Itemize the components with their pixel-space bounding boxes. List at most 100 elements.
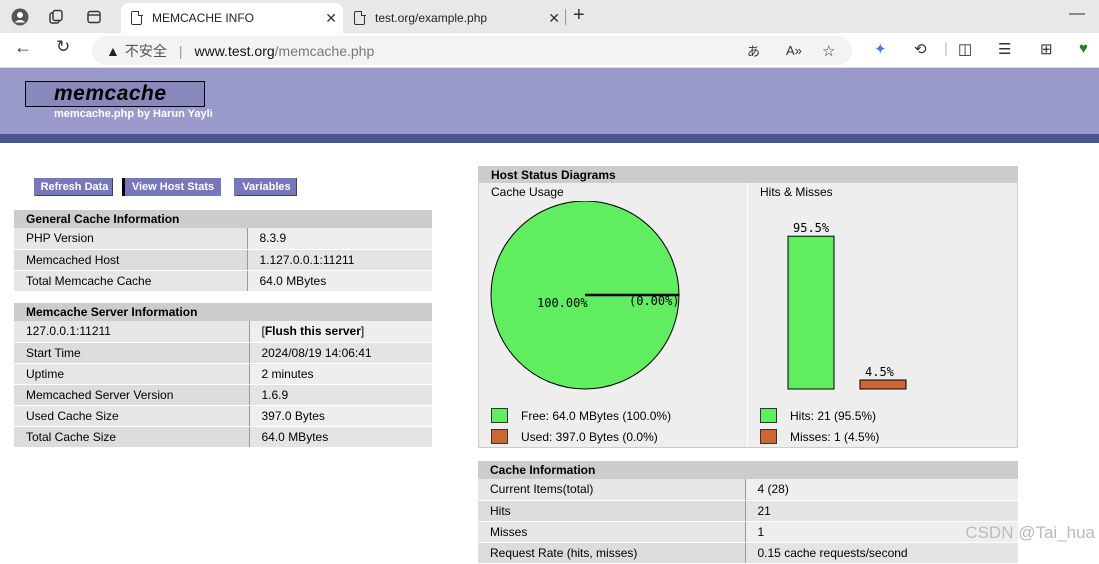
general-cache-table: General Cache Information PHP Version 8.… [14, 210, 432, 292]
flush-cell: [Flush this server] [249, 321, 432, 343]
row-value: 21 [745, 500, 1018, 522]
row-value: 1.127.0.0.1:11211 [247, 249, 432, 271]
row-value: 4 (28) [745, 479, 1018, 501]
browser-tab-bar: MEMCACHE INFO ✕ test.org/example.php ✕ +… [0, 0, 1099, 33]
table-row: Used Cache Size 397.0 Bytes [14, 405, 432, 427]
hits-misses-label: Hits & Misses [760, 185, 833, 199]
reload-icon[interactable]: ↻ [56, 37, 71, 56]
hits-legend-swatch [760, 408, 777, 423]
favorite-star-icon[interactable]: ☆ [822, 42, 836, 60]
bar-label-hits: 95.5% [793, 221, 830, 235]
copilot-icon[interactable]: ✦ [874, 41, 887, 58]
row-key: Hits [478, 500, 746, 522]
back-arrow-icon[interactable]: ← [14, 37, 32, 57]
general-cache-heading: General Cache Information [14, 210, 432, 228]
table-row: 127.0.0.1:11211 [Flush this server] [14, 321, 432, 343]
used-legend-swatch [491, 429, 508, 444]
bar-hits [787, 235, 835, 390]
tab-example-php[interactable]: test.org/example.php ✕ [344, 3, 566, 33]
host-status-diagrams: Host Status Diagrams Cache Usage Hits & … [478, 166, 1018, 448]
row-key: Start Time [14, 342, 250, 364]
row-key: Request Rate (hits, misses) [478, 542, 746, 564]
row-value: 8.3.9 [247, 228, 432, 250]
translate-icon[interactable]: あ [747, 44, 761, 59]
cache-info-table: Cache Information Current Items(total) 4… [478, 461, 1018, 564]
tab-memcache-info[interactable]: MEMCACHE INFO ✕ [121, 3, 343, 33]
tab-separator [565, 9, 566, 25]
toolbar-divider: | [944, 40, 948, 57]
page-subtitle: memcache.php by Harun Yayli [54, 108, 213, 120]
table-row: Memcached Host 1.127.0.0.1:11211 [14, 249, 432, 271]
row-value: 64.0 MBytes [247, 270, 432, 292]
view-host-stats-button[interactable]: View Host Stats [122, 178, 221, 196]
refresh-data-button[interactable]: Refresh Data [34, 178, 113, 196]
minimize-icon[interactable]: — [1069, 5, 1085, 22]
close-tab-icon[interactable]: ✕ [548, 9, 560, 26]
table-row: Request Rate (hits, misses) 0.15 cache r… [478, 542, 1018, 564]
row-value: 2 minutes [249, 363, 432, 385]
table-row: Start Time 2024/08/19 14:06:41 [14, 342, 432, 364]
page-title: memcache [54, 82, 167, 105]
table-row: Memcached Server Version 1.6.9 [14, 384, 432, 406]
table-row: Uptime 2 minutes [14, 363, 432, 385]
row-value: 64.0 MBytes [249, 426, 432, 448]
hits-misses-bar-chart: 95.5% 4.5% [787, 221, 907, 390]
diagrams-heading: Host Status Diagrams [479, 167, 1017, 183]
collections-icon[interactable]: ⊞ [1040, 41, 1053, 58]
server-address: 127.0.0.1:11211 [14, 321, 250, 343]
document-icon [131, 10, 143, 25]
row-key: PHP Version [14, 228, 248, 250]
table-row: Total Memcache Cache 64.0 MBytes [14, 270, 432, 292]
table-row: PHP Version 8.3.9 [14, 228, 432, 250]
row-key: Total Cache Size [14, 426, 250, 448]
table-row: Current Items(total) 4 (28) [478, 479, 1018, 501]
new-tab-icon[interactable]: + [573, 4, 585, 26]
performance-icon[interactable]: ♥ [1079, 40, 1088, 57]
header-divider [0, 134, 1099, 143]
url-host: www.test.org [194, 42, 275, 59]
diagram-divider [747, 183, 748, 447]
used-legend-text: Used: 397.0 Bytes (0.0%) [521, 430, 658, 444]
pie-label-free: 100.00% [537, 296, 588, 310]
misses-legend-swatch [760, 429, 777, 444]
server-info-heading: Memcache Server Information [14, 303, 432, 321]
hits-legend-text: Hits: 21 (95.5%) [790, 409, 877, 423]
extensions-icon[interactable]: ⟲ [914, 41, 927, 58]
read-aloud-icon[interactable]: A» [786, 43, 802, 58]
row-value: 1.6.9 [249, 384, 432, 406]
row-key: Total Memcache Cache [14, 270, 248, 292]
watermark: CSDN @Tai_hua [965, 523, 1095, 542]
row-key: Memcached Server Version [14, 384, 250, 406]
cache-usage-label: Cache Usage [491, 185, 564, 199]
bar-misses [859, 379, 907, 390]
workspaces-icon[interactable] [42, 3, 70, 31]
profile-icon[interactable] [6, 3, 34, 31]
row-key: Memcached Host [14, 249, 248, 271]
split-screen-icon[interactable]: ◫ [958, 41, 973, 58]
flush-server-link[interactable]: Flush this server [264, 324, 361, 339]
url-field[interactable]: ▲ 不安全 | www.test.org/memcache.php あ A» ☆ [92, 36, 852, 65]
page-content: memcache memcache.php by Harun Yayli Ref… [0, 68, 1099, 564]
bar-label-misses: 4.5% [865, 365, 895, 379]
table-row: Hits 21 [478, 500, 1018, 522]
favorites-icon[interactable]: ☰ [998, 41, 1012, 58]
variables-button[interactable]: Variables [234, 178, 297, 196]
tab-title: test.org/example.php [375, 11, 488, 25]
url-divider: | [178, 42, 183, 59]
cache-info-heading: Cache Information [478, 461, 1018, 479]
close-tab-icon[interactable]: ✕ [325, 9, 337, 26]
server-info-table: Memcache Server Information 127.0.0.1:11… [14, 303, 432, 448]
free-legend-text: Free: 64.0 MBytes (100.0%) [521, 409, 672, 423]
logo-box [25, 81, 205, 107]
row-key: Misses [478, 521, 746, 543]
document-icon [354, 10, 366, 25]
free-legend-swatch [491, 408, 508, 423]
row-value: 0.15 cache requests/second [745, 542, 1018, 564]
browser-address-bar: ← ↻ ▲ 不安全 | www.test.org/memcache.php あ … [0, 33, 1099, 68]
warning-icon: ▲ [106, 42, 120, 59]
tab-actions-icon[interactable] [80, 3, 108, 31]
cache-usage-pie-chart: 100.00% (0.00%) [490, 201, 680, 390]
url-path: /memcache.php [274, 42, 375, 59]
misses-legend-text: Misses: 1 (4.5%) [790, 430, 880, 444]
tab-title: MEMCACHE INFO [152, 11, 254, 25]
